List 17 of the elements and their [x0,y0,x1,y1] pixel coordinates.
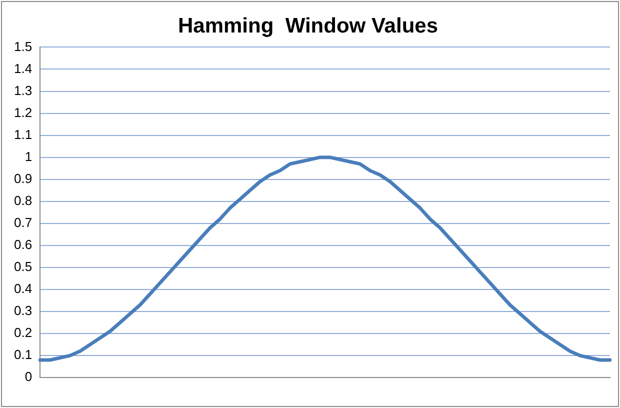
y-tick-label: 0.8 [14,192,32,208]
y-tick-label: 0.9 [14,170,32,186]
y-tick-label: 1.2 [14,104,32,120]
y-tick-label: 1.5 [14,38,32,54]
y-tick-label: 0.3 [14,303,32,318]
y-tick-label: 0.7 [14,214,32,230]
y-tick-label: 1.3 [14,82,32,98]
y-tick-label: 0 [24,369,32,384]
y-tick-label: 0.6 [14,237,32,252]
y-tick-label: 1 [24,148,32,164]
y-tick-label: 0.2 [14,325,32,340]
y-tick-label: 0.5 [14,259,32,274]
y-tick-label: 1.1 [14,126,32,142]
y-tick-label: 0.1 [14,347,32,362]
y-tick-label: 0.4 [14,281,32,296]
chart-title: Hamming Window Values [178,14,438,38]
y-tick-label: 1.4 [14,60,32,76]
